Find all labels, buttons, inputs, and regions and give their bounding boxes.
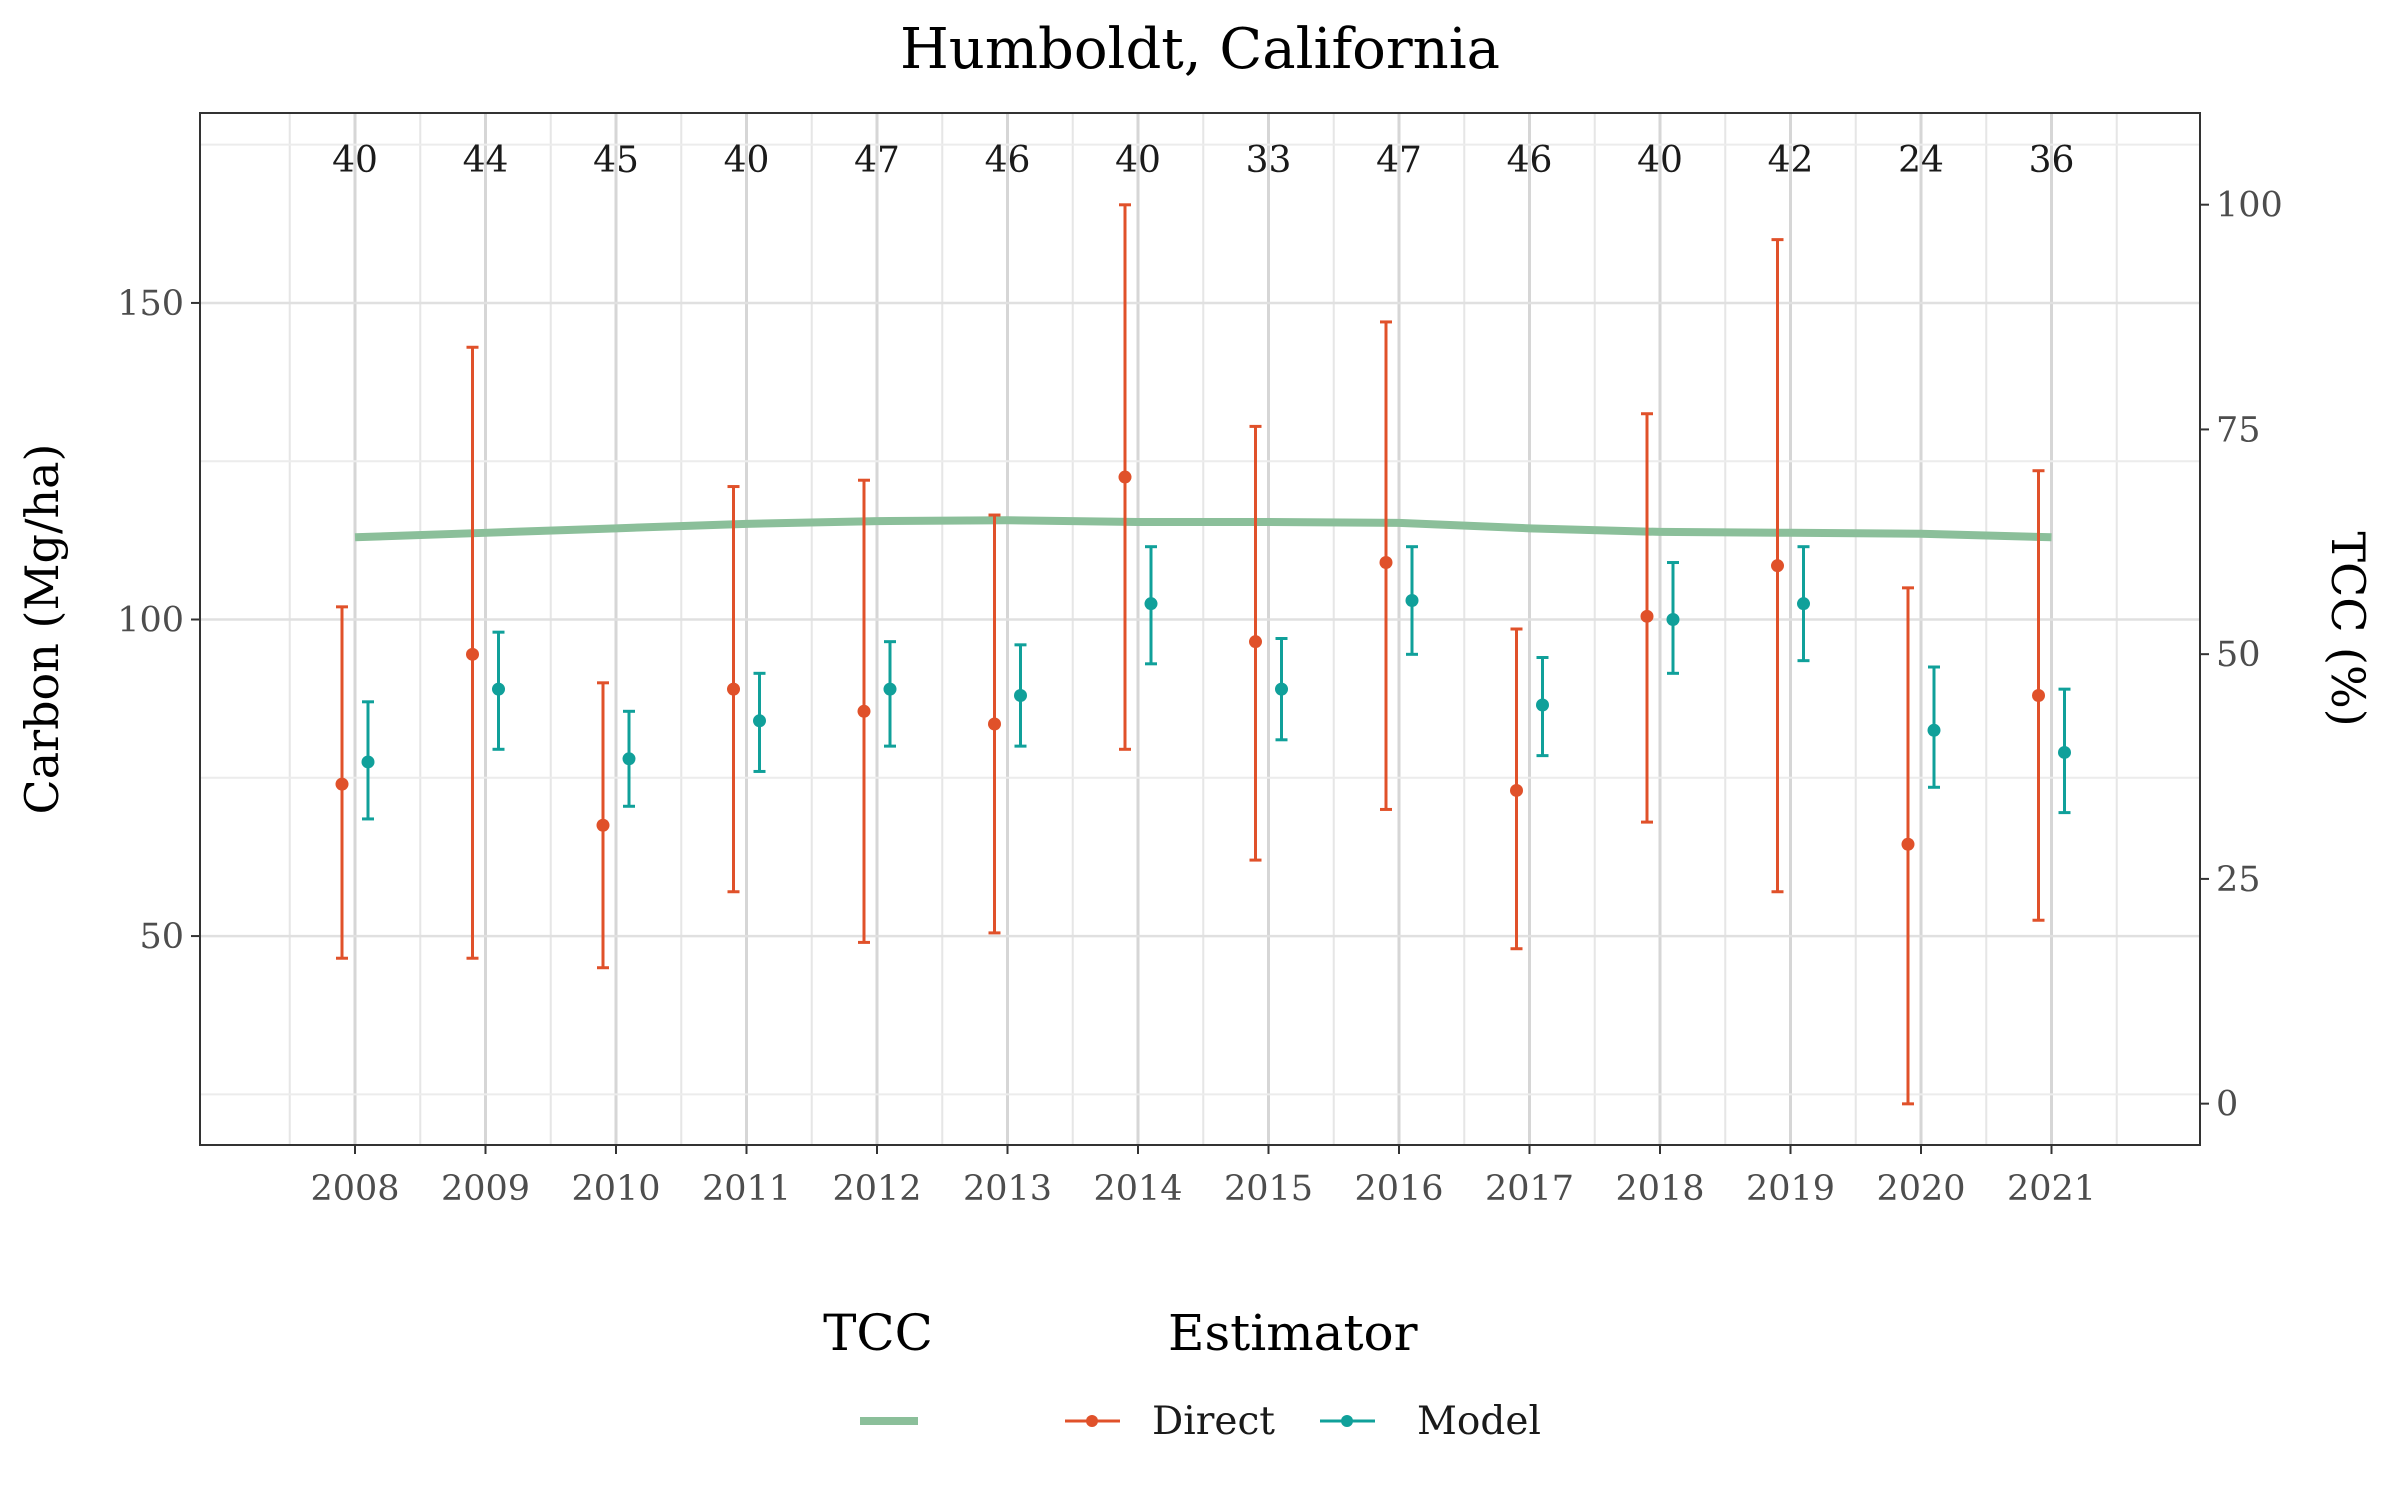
x-tick-label: 2019 [1746, 1169, 1835, 1209]
y-tick-label: 150 [117, 284, 184, 324]
count-label: 36 [2029, 140, 2075, 181]
x-tick-label: 2021 [2007, 1169, 2096, 1209]
count-label: 33 [1246, 140, 1292, 181]
y-axis-right: 0 25 50 75 100 [2200, 186, 2283, 1125]
data-point-model [1405, 594, 1419, 608]
x-tick-label: 2018 [1615, 1169, 1704, 1209]
x-tick-label: 2014 [1093, 1169, 1182, 1209]
y2-tick-label: 50 [2216, 635, 2261, 675]
y-tick-label: 100 [117, 601, 184, 641]
data-point-direct [335, 777, 349, 791]
count-label: 45 [593, 140, 639, 181]
data-point-direct [2032, 688, 2045, 702]
data-point-model [1014, 688, 1027, 702]
data-points [335, 470, 2071, 851]
data-point-direct [1771, 559, 1784, 573]
tcc-line [354, 516, 2052, 542]
legend: TCC Estimator Direct Model [823, 1304, 1541, 1444]
count-label: 40 [1637, 140, 1683, 181]
data-point-direct [1510, 783, 1523, 797]
error-bars [336, 203, 2071, 1106]
count-label: 46 [1507, 140, 1553, 181]
x-tick-label: 2017 [1485, 1169, 1574, 1209]
legend-key-model-point [1341, 1415, 1353, 1427]
x-tick-label: 2015 [1224, 1169, 1313, 1209]
data-point-direct [466, 647, 479, 661]
data-point-model [883, 682, 897, 696]
grid [200, 113, 2200, 1145]
chart-title: Humboldt, California [900, 17, 1500, 82]
count-label: 40 [332, 140, 378, 181]
x-tick-label: 2013 [963, 1169, 1052, 1209]
count-label: 44 [463, 140, 509, 181]
data-point-model [361, 755, 375, 769]
x-tick-label: 2011 [702, 1169, 791, 1209]
legend-label-direct: Direct [1152, 1399, 1275, 1444]
y2-tick-label: 75 [2216, 410, 2261, 450]
y2-tick-label: 25 [2216, 860, 2261, 900]
data-point-direct [988, 717, 1001, 731]
y-tick-label: 50 [139, 917, 184, 957]
count-label: 40 [724, 140, 770, 181]
legend-label-model: Model [1417, 1399, 1541, 1444]
legend-title-estimator: Estimator [1168, 1304, 1418, 1362]
data-point-model [1144, 597, 1158, 611]
data-point-direct [1901, 837, 1915, 851]
data-point-direct [1118, 470, 1132, 484]
y-axis-title: Carbon (Mg/ha) [15, 444, 69, 815]
tcc-line-layer [354, 516, 2052, 542]
data-point-direct [1640, 609, 1654, 623]
count-labels: 40 44 45 40 47 46 40 33 47 46 40 42 24 36 [332, 140, 2074, 181]
y2-tick-label: 0 [2216, 1085, 2238, 1125]
y-axis-left: 50 100 150 [117, 284, 200, 957]
data-point-direct [1379, 556, 1393, 570]
count-label: 47 [1376, 140, 1422, 181]
legend-title-tcc: TCC [823, 1304, 933, 1362]
x-tick-label: 2012 [832, 1169, 921, 1209]
data-point-model [1275, 682, 1288, 696]
x-axis: 2008 2009 2010 2011 2012 2013 2014 2015 2016 2017… [310, 1145, 2096, 1209]
count-label: 47 [854, 140, 900, 181]
y2-tick-label: 100 [2216, 186, 2283, 226]
x-tick-label: 2010 [571, 1169, 660, 1209]
data-point-model [622, 752, 636, 766]
count-label: 40 [1115, 140, 1161, 181]
x-tick-label: 2008 [310, 1169, 399, 1209]
data-point-direct [727, 682, 740, 696]
data-point-model [1927, 723, 1941, 737]
count-label: 42 [1768, 140, 1814, 181]
data-point-direct [1249, 635, 1262, 649]
count-label: 24 [1898, 140, 1944, 181]
data-point-model [2058, 745, 2071, 759]
data-point-model [1666, 613, 1680, 627]
x-tick-label: 2009 [441, 1169, 530, 1209]
data-point-model [1797, 597, 1810, 611]
x-tick-label: 2016 [1354, 1169, 1443, 1209]
data-point-model [753, 714, 766, 728]
legend-key-direct-point [1086, 1415, 1098, 1427]
y2-axis-title: TCC (%) [2321, 531, 2375, 726]
count-label: 46 [985, 140, 1031, 181]
data-point-model [492, 682, 505, 696]
data-point-direct [596, 818, 610, 832]
data-point-model [1536, 698, 1549, 712]
data-point-direct [857, 704, 871, 718]
x-tick-label: 2020 [1876, 1169, 1965, 1209]
panel-border [199, 112, 2201, 1146]
